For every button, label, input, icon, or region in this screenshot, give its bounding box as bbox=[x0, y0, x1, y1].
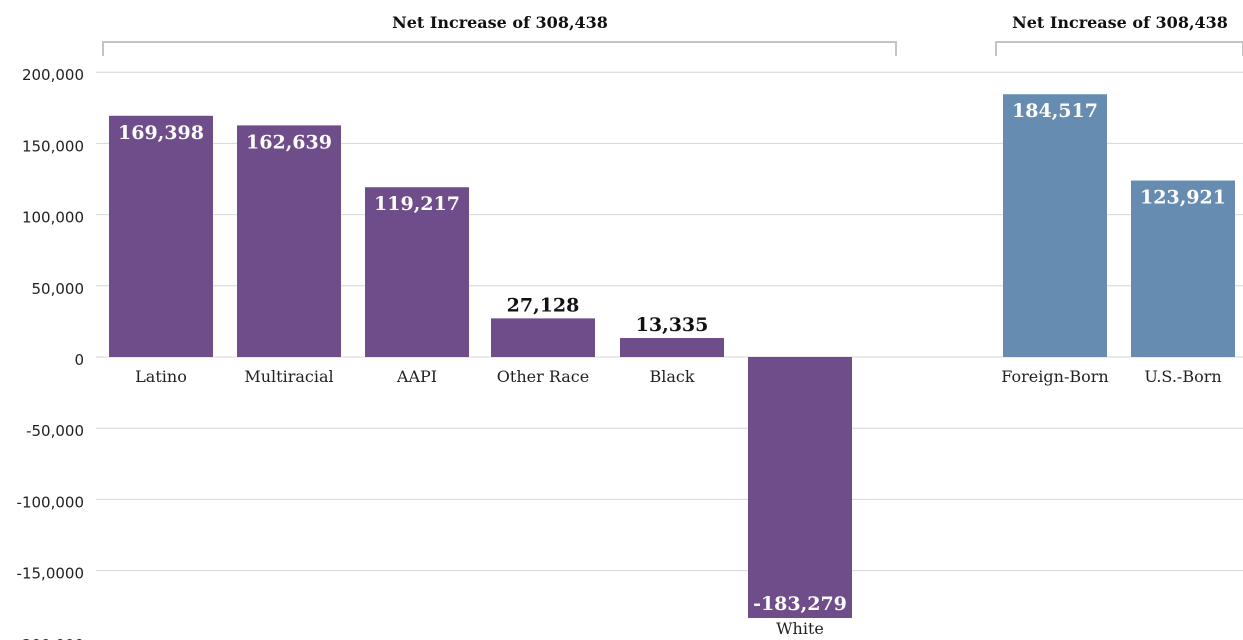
y-tick-label: -200,000 bbox=[17, 636, 84, 640]
data-label: -183,279 bbox=[753, 593, 847, 615]
y-tick-label: 0 bbox=[74, 351, 84, 369]
category-label: Other Race bbox=[497, 367, 589, 386]
data-label: 169,398 bbox=[118, 122, 204, 144]
data-label: 27,128 bbox=[507, 294, 580, 316]
bar bbox=[1131, 180, 1235, 357]
group-bracket bbox=[995, 41, 1243, 56]
data-label: 119,217 bbox=[374, 193, 460, 215]
y-tick-label: 200,000 bbox=[22, 66, 84, 84]
data-label: 162,639 bbox=[246, 131, 332, 153]
category-label: Foreign-Born bbox=[1001, 367, 1108, 386]
group-brackets: Net Increase of 308,438 Net Increase of 3… bbox=[102, 13, 1243, 56]
category-label: Latino bbox=[135, 367, 187, 386]
category-label: U.S.-Born bbox=[1144, 367, 1221, 386]
bar bbox=[620, 338, 724, 357]
y-tick-label: -15,0000 bbox=[17, 565, 84, 583]
group-heading: Net Increase of 308,438 bbox=[392, 13, 608, 32]
bar bbox=[365, 187, 469, 357]
category-label: Multiracial bbox=[244, 367, 333, 386]
data-labels: 169,398 162,639 119,217 27,128 13,335 -183,27… bbox=[118, 100, 1226, 615]
y-tick-label: 50,000 bbox=[32, 280, 85, 298]
group-heading: Net Increase of 308,438 bbox=[1012, 13, 1228, 32]
bars bbox=[109, 94, 1235, 618]
bar bbox=[491, 318, 595, 357]
bar bbox=[237, 125, 341, 357]
data-label: 184,517 bbox=[1012, 100, 1098, 122]
bar bbox=[1003, 94, 1107, 357]
y-tick-label: 150,000 bbox=[22, 137, 84, 155]
y-tick-label: -100,000 bbox=[17, 493, 84, 511]
y-axis-tick-labels: 200,000 150,000 100,000 50,000 0 -50,000 -100,… bbox=[17, 66, 84, 640]
data-label: 13,335 bbox=[636, 314, 709, 336]
category-label: White bbox=[776, 619, 824, 638]
group-bracket bbox=[102, 41, 897, 56]
y-tick-label: 100,000 bbox=[22, 209, 84, 227]
bar bbox=[748, 357, 852, 618]
data-label: 123,921 bbox=[1140, 187, 1226, 209]
category-labels: Latino Multiracial AAPI Other Race Black Whit… bbox=[135, 367, 1221, 638]
category-label: Black bbox=[649, 367, 694, 386]
bar bbox=[109, 115, 213, 357]
category-label: AAPI bbox=[396, 367, 437, 386]
y-tick-label: -50,000 bbox=[26, 422, 84, 440]
